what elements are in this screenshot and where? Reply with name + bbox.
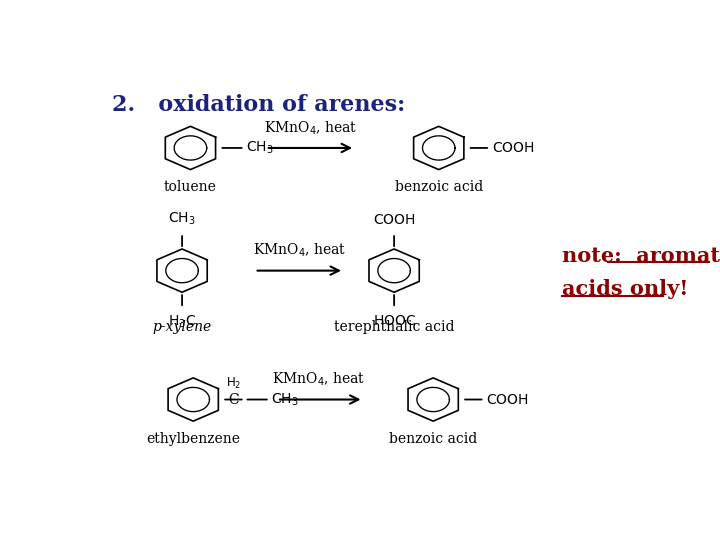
Text: $\mathrm{H_2}$: $\mathrm{H_2}$	[225, 376, 241, 392]
Text: $\mathrm{H_3C}$: $\mathrm{H_3C}$	[168, 314, 196, 330]
Text: terephthalic acid: terephthalic acid	[334, 320, 454, 334]
Text: $\mathrm{COOH}$: $\mathrm{COOH}$	[492, 141, 534, 155]
Text: ethylbenzene: ethylbenzene	[146, 432, 240, 446]
Text: benzoic acid: benzoic acid	[395, 180, 483, 194]
Text: $\mathrm{CH_3}$: $\mathrm{CH_3}$	[246, 140, 274, 156]
Text: acids only!: acids only!	[562, 279, 688, 299]
Text: $\mathrm{HOOC}$: $\mathrm{HOOC}$	[372, 314, 415, 328]
Text: $\mathrm{CH_3}$: $\mathrm{CH_3}$	[168, 211, 196, 227]
Text: $\mathrm{CH_3}$: $\mathrm{CH_3}$	[271, 392, 299, 408]
Text: p-xylene: p-xylene	[153, 320, 212, 334]
Text: $\mathrm{COOH}$: $\mathrm{COOH}$	[373, 213, 415, 227]
Text: KMnO$_4$, heat: KMnO$_4$, heat	[264, 119, 357, 137]
Text: toluene: toluene	[164, 180, 217, 194]
Text: 2.   oxidation of arenes:: 2. oxidation of arenes:	[112, 94, 405, 116]
Text: $\mathrm{COOH}$: $\mathrm{COOH}$	[486, 393, 528, 407]
Text: benzoic acid: benzoic acid	[389, 432, 477, 446]
Text: KMnO$_4$, heat: KMnO$_4$, heat	[272, 371, 365, 388]
Text: note:  aromatic: note: aromatic	[562, 246, 720, 266]
Text: KMnO$_4$, heat: KMnO$_4$, heat	[253, 242, 346, 259]
Text: C: C	[228, 393, 239, 407]
